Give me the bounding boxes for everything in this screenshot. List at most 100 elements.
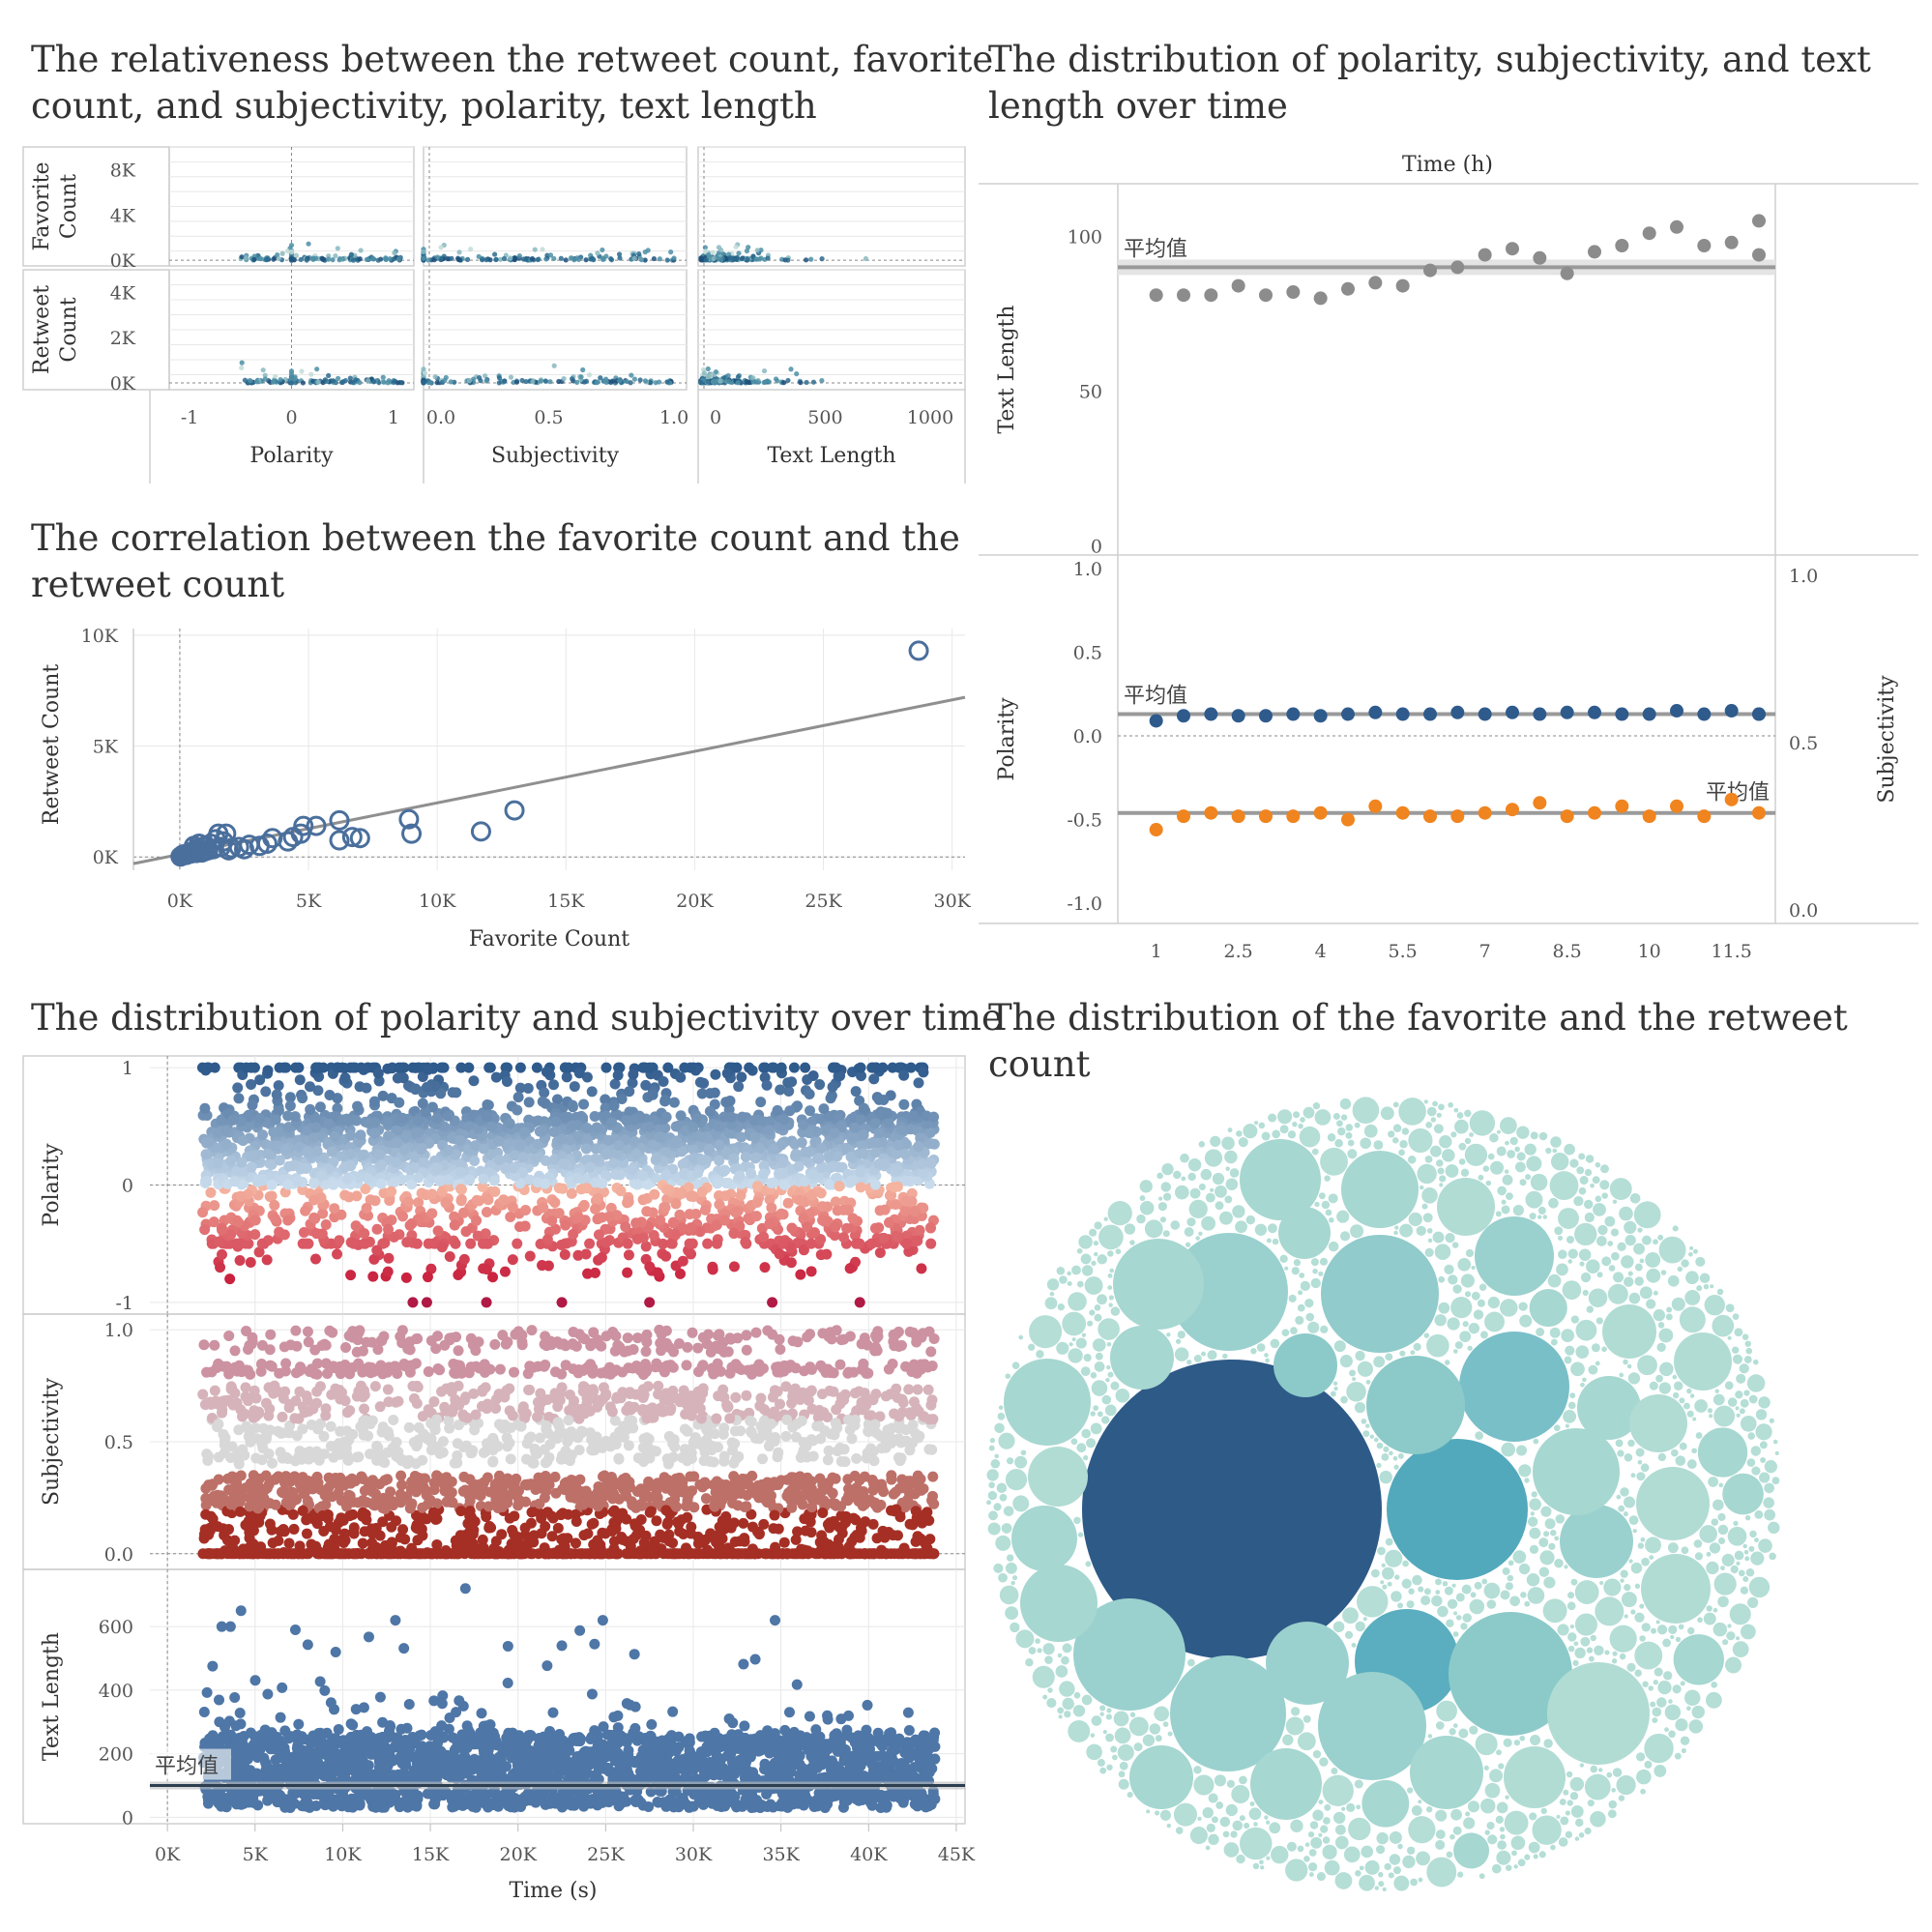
time-polarity-point (482, 1099, 493, 1111)
time-polarity-point (512, 1092, 524, 1103)
matrix-point (466, 378, 473, 384)
time-polarity-point (658, 1238, 669, 1249)
time-polarity-point (487, 1272, 499, 1283)
time-polarity-point (584, 1161, 596, 1173)
matrix-point (350, 379, 356, 385)
time-polarity-point (884, 1216, 895, 1228)
time-polarity-point (383, 1130, 395, 1142)
time-polarity-point (400, 1272, 412, 1283)
matrix-point (569, 255, 574, 261)
time-polarity-point (284, 1100, 296, 1112)
time-polarity-point (520, 1204, 532, 1215)
matrix-point (736, 250, 742, 256)
time-polarity-point (913, 1141, 924, 1153)
matrix-point (483, 373, 488, 379)
time-polarity-point (824, 1179, 835, 1190)
time-polarity-point (728, 1228, 740, 1240)
time-polarity-point (900, 1195, 912, 1207)
time-polarity-point (631, 1233, 643, 1244)
time-subjectivity-point (560, 1360, 571, 1371)
matrix-y-tick: 8K (110, 160, 136, 181)
matrix-point (358, 248, 364, 253)
matrix-point (239, 360, 245, 366)
time-y-tick: 0.0 (104, 1544, 133, 1566)
matrix-point (260, 367, 266, 373)
time-polarity-point (437, 1062, 449, 1073)
time-polarity-point (273, 1080, 284, 1092)
matrix-row-label: Retweet (30, 285, 54, 374)
time-polarity-point (422, 1272, 433, 1283)
time-polarity-point (235, 1190, 247, 1202)
matrix-point (493, 256, 499, 263)
time-y-label: Subjectivity (40, 1377, 64, 1506)
time-subjectivity-point (266, 1524, 278, 1536)
time-polarity-point (721, 1068, 733, 1079)
time-polarity-point (724, 1095, 736, 1106)
time-polarity-point (845, 1151, 857, 1162)
time-polarity-point (215, 1262, 226, 1273)
matrix-point (326, 256, 332, 262)
time-polarity-point (704, 1088, 716, 1099)
time-polarity-point (361, 1202, 372, 1214)
time-polarity-point (764, 1218, 776, 1230)
time-polarity-point (560, 1062, 571, 1073)
time-polarity-point (707, 1264, 718, 1275)
time-polarity-point (498, 1194, 510, 1206)
matrix-point (538, 378, 543, 384)
matrix-point (348, 251, 355, 257)
time-polarity-point (208, 1216, 220, 1228)
time-polarity-point (522, 1082, 534, 1094)
time-polarity-point (572, 1212, 584, 1223)
matrix-point (711, 255, 717, 262)
time-polarity-point (308, 1194, 320, 1206)
time-polarity-point (488, 1175, 500, 1186)
time-polarity-point (628, 1068, 639, 1080)
matrix-point (744, 378, 749, 385)
matrix-point (496, 375, 503, 381)
matrix-point (239, 254, 245, 260)
time-polarity-point (440, 1197, 452, 1209)
time-polarity-point (714, 1139, 725, 1151)
time-polarity-point (669, 1137, 681, 1149)
matrix-x-tick: 0 (285, 407, 297, 428)
matrix-point (648, 380, 654, 386)
matrix-point (698, 255, 704, 261)
time-polarity-point (684, 1209, 695, 1220)
time-polarity-point (249, 1215, 261, 1226)
matrix-point (275, 251, 280, 258)
matrix-point (310, 256, 317, 262)
time-polarity-point (858, 1102, 869, 1114)
time-polarity-point (411, 1238, 423, 1249)
matrix-point (628, 380, 633, 386)
time-polarity-point (627, 1164, 638, 1176)
matrix-x-tick: 1000 (907, 407, 953, 428)
time-polarity-point (800, 1062, 811, 1073)
matrix-point (364, 256, 369, 263)
matrix-column-label: Subjectivity (491, 444, 620, 468)
matrix-point (254, 379, 260, 385)
time-polarity-point (663, 1185, 675, 1196)
time-polarity-point (793, 1160, 805, 1172)
time-subjectivity-point (340, 1341, 352, 1353)
time-subjectivity-point (613, 1452, 625, 1464)
scatter-y-tick: 10K (81, 626, 119, 647)
scatter-x-tick: 20K (676, 891, 714, 912)
time-polarity-point (784, 1105, 796, 1117)
time-polarity-point (918, 1167, 929, 1179)
time-polarity-point (638, 1062, 650, 1073)
matrix-column-label: Text Length (767, 444, 895, 468)
matrix-point (284, 249, 290, 254)
time-polarity-point (514, 1139, 526, 1151)
time-polarity-point (768, 1144, 779, 1156)
time-polarity-point (882, 1107, 893, 1119)
time-polarity-point (256, 1238, 268, 1249)
time-polarity-point (203, 1136, 215, 1148)
time-polarity-point (593, 1229, 604, 1241)
time-subjectivity-point (886, 1470, 897, 1481)
matrix-point (642, 378, 649, 384)
time-polarity-point (794, 1194, 805, 1206)
time-polarity-point (777, 1156, 789, 1168)
time-polarity-point (390, 1156, 401, 1168)
time-polarity-point (254, 1113, 266, 1125)
time-polarity-point (740, 1151, 751, 1162)
